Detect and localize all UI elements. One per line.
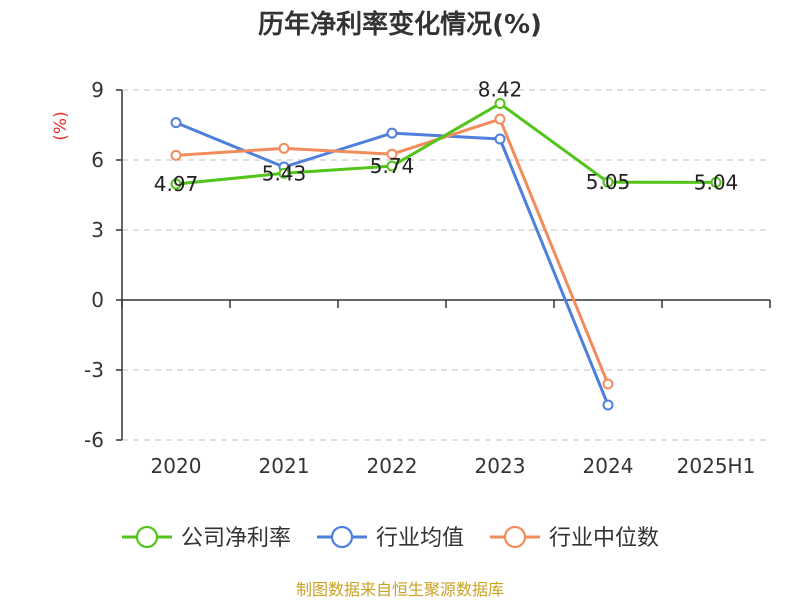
data-label: 5.04 bbox=[694, 170, 739, 194]
y-tick-label: 3 bbox=[91, 218, 104, 242]
series-line bbox=[175, 102, 717, 186]
x-tick-label: 2024 bbox=[583, 454, 634, 478]
legend-marker bbox=[330, 525, 354, 549]
data-point bbox=[386, 148, 398, 160]
chart-title: 历年净利率变化情况(%) bbox=[258, 9, 542, 40]
x-axis: 2020 2021 2022 2023 2024 2025H1 bbox=[121, 299, 771, 478]
data-point bbox=[170, 149, 182, 161]
legend-label: 公司净利率 bbox=[181, 526, 291, 551]
y-axis-unit: (%) bbox=[51, 111, 71, 140]
legend-label: 行业均值 bbox=[376, 526, 464, 551]
data-point bbox=[494, 133, 506, 145]
x-tick-label: 2025H1 bbox=[677, 454, 756, 478]
x-tick-label: 2020 bbox=[151, 454, 202, 478]
y-tick-label: 6 bbox=[91, 148, 104, 172]
legend-label: 行业中位数 bbox=[549, 526, 659, 551]
grid-lines bbox=[122, 89, 770, 441]
data-point bbox=[494, 113, 506, 125]
data-label: 4.97 bbox=[154, 172, 199, 196]
legend-marker bbox=[135, 525, 159, 549]
x-tick-label: 2021 bbox=[259, 454, 310, 478]
x-tick-label: 2023 bbox=[475, 454, 526, 478]
y-tick-label: -6 bbox=[84, 428, 104, 452]
legend-marker bbox=[503, 525, 527, 549]
data-point bbox=[278, 167, 290, 179]
data-label: 5.43 bbox=[262, 161, 307, 185]
data-label: 8.42 bbox=[478, 78, 523, 102]
data-point bbox=[602, 176, 614, 188]
x-tick-label: 2022 bbox=[367, 454, 418, 478]
data-label: 5.74 bbox=[370, 154, 415, 178]
legend: 公司净利率 行业均值 行业中位数 bbox=[122, 525, 659, 551]
y-tick-label: -3 bbox=[84, 358, 104, 382]
y-tick-label: 9 bbox=[91, 78, 104, 102]
data-labels: 4.97 5.43 5.74 8.42 5.05 5.04 bbox=[154, 78, 739, 197]
data-point bbox=[278, 142, 290, 154]
data-point bbox=[710, 176, 722, 188]
data-point bbox=[602, 399, 614, 411]
source-note: 制图数据来自恒生聚源数据库 bbox=[296, 580, 504, 599]
data-point bbox=[386, 127, 398, 139]
y-axis: 9 6 3 0 -3 -6 bbox=[84, 78, 123, 452]
data-point bbox=[602, 378, 614, 390]
data-point bbox=[494, 98, 506, 110]
data-label: 5.05 bbox=[586, 170, 631, 194]
y-tick-label: 0 bbox=[91, 288, 104, 312]
data-point bbox=[170, 178, 182, 190]
series-lines bbox=[170, 98, 722, 411]
data-point bbox=[386, 160, 398, 172]
data-point bbox=[170, 117, 182, 129]
